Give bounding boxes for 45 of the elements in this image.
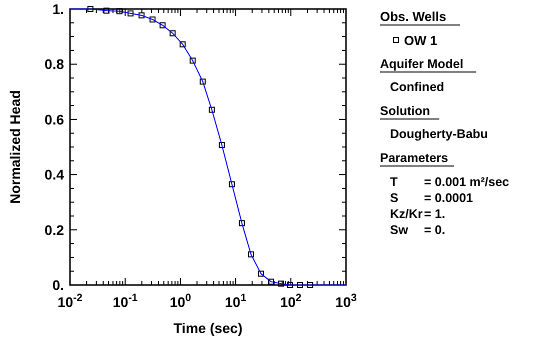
x-tick-label: 10$^{0}$ <box>170 292 192 310</box>
text: Confined <box>390 80 444 94</box>
point <box>170 30 176 36</box>
point <box>228 181 235 188</box>
point <box>307 282 314 288</box>
point <box>238 220 245 226</box>
x-axis-title: Time (sec) <box>174 320 242 336</box>
text: S <box>390 191 398 205</box>
y-tick-label: 0.6 <box>44 111 64 128</box>
x-tick-label: 10$^{-2}$ <box>58 292 83 310</box>
point <box>248 251 254 258</box>
text: T <box>390 175 398 189</box>
legend-title: Obs. Wells <box>380 9 446 24</box>
text: = 0.001 m²/sec <box>424 175 510 189</box>
point <box>208 106 215 113</box>
point <box>160 22 166 28</box>
point <box>218 142 225 148</box>
point <box>268 278 274 285</box>
text: = 1. <box>424 207 446 221</box>
y-tick-label: 0. <box>52 277 64 293</box>
text: = 0.0001 <box>424 191 474 205</box>
text: Solution <box>380 104 430 118</box>
y-tick-label: 0.4 <box>44 166 64 183</box>
y-tick-label: 1. <box>52 1 64 17</box>
text: Aquifer Model <box>380 57 464 71</box>
text: Parameters <box>380 151 448 165</box>
y-tick-label: 0.8 <box>44 56 64 72</box>
x-tick-label: 10$^{3}$ <box>335 292 357 310</box>
text: Dougherty-Babu <box>390 127 488 141</box>
legend-label: OW 1 <box>404 33 438 48</box>
point <box>190 58 196 64</box>
y-axis-title: Normalized Head <box>7 90 23 204</box>
x-tick-label: 10$^{-1}$ <box>112 292 138 310</box>
point <box>150 16 156 22</box>
y-tick-label: 0.2 <box>44 222 64 238</box>
x-tick-label: 10$^{2}$ <box>280 292 302 310</box>
point <box>258 270 264 277</box>
point <box>297 282 304 288</box>
text: Sw <box>390 223 408 237</box>
x-tick-label: 10$^{1}$ <box>224 292 246 310</box>
text: = 0. <box>424 223 446 237</box>
point <box>138 12 145 18</box>
point <box>200 78 206 85</box>
text: Kz/Kr <box>390 207 423 221</box>
point <box>180 41 186 48</box>
